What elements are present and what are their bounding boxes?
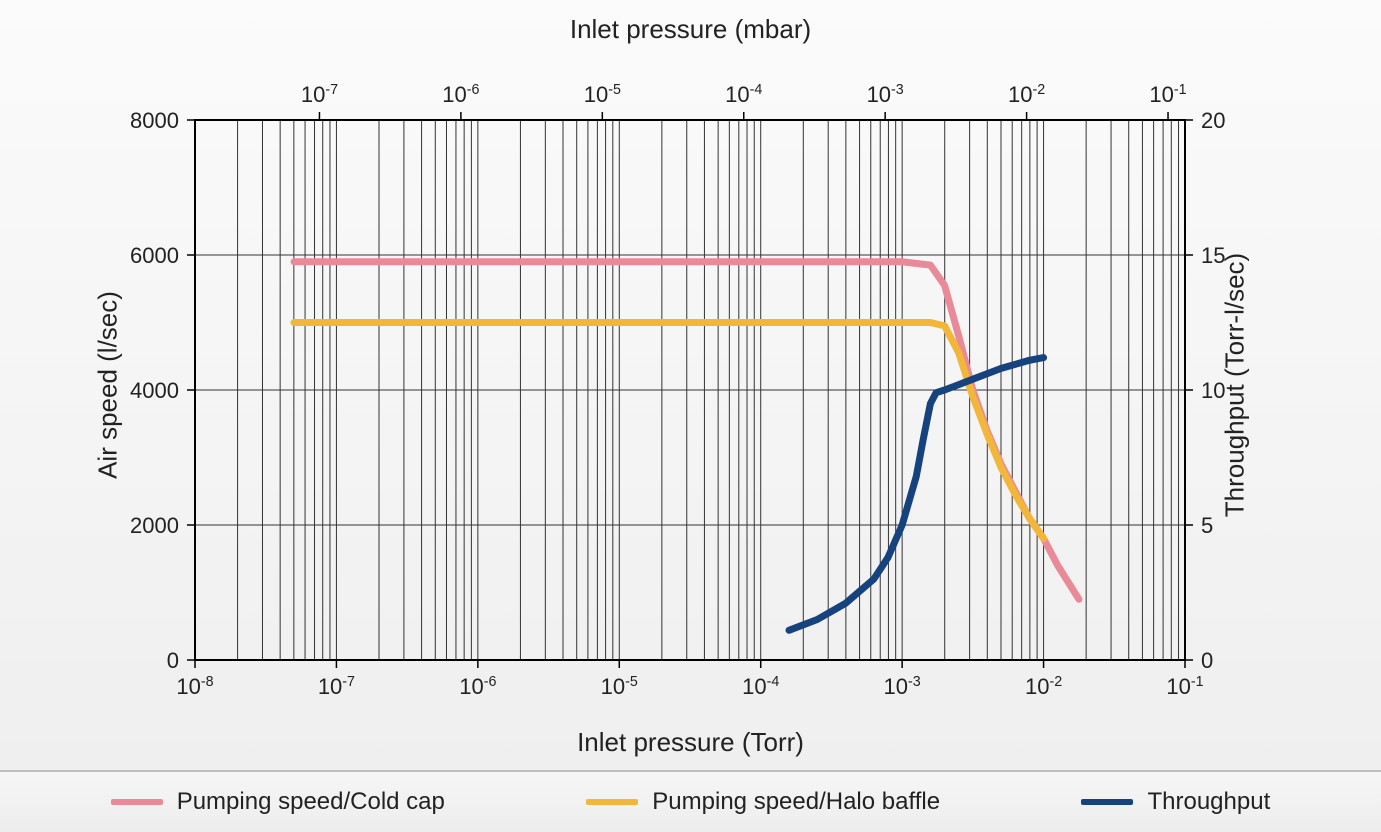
svg-text:10-7: 10-7 — [318, 674, 355, 699]
svg-text:20: 20 — [1201, 108, 1225, 133]
x-axis-top-title: Inlet pressure (mbar) — [0, 14, 1381, 45]
svg-text:10-2: 10-2 — [1008, 82, 1045, 107]
legend-label: Pumping speed/Halo baffle — [652, 788, 940, 816]
legend-item-cold-cap: Pumping speed/Cold cap — [111, 788, 445, 816]
svg-text:10-5: 10-5 — [584, 82, 621, 107]
svg-text:10-3: 10-3 — [867, 82, 904, 107]
svg-text:10-3: 10-3 — [884, 674, 921, 699]
svg-text:10-5: 10-5 — [601, 674, 638, 699]
svg-text:10-4: 10-4 — [725, 82, 762, 107]
svg-text:6000: 6000 — [130, 243, 179, 268]
svg-text:0: 0 — [1201, 648, 1213, 673]
svg-text:10-6: 10-6 — [459, 674, 496, 699]
x-axis-bottom-title: Inlet pressure (Torr) — [0, 727, 1381, 758]
legend-item-halo-baffle: Pumping speed/Halo baffle — [586, 788, 940, 816]
svg-text:10-6: 10-6 — [442, 82, 479, 107]
legend-swatch — [1081, 799, 1133, 805]
svg-text:10-4: 10-4 — [742, 674, 779, 699]
legend-bar: Pumping speed/Cold cap Pumping speed/Hal… — [0, 770, 1381, 832]
svg-text:0: 0 — [167, 648, 179, 673]
svg-text:10-1: 10-1 — [1149, 82, 1186, 107]
chart-container: Inlet pressure (mbar) Inlet pressure (To… — [0, 0, 1381, 770]
legend-label: Pumping speed/Cold cap — [177, 788, 445, 816]
svg-text:2000: 2000 — [130, 513, 179, 538]
svg-text:4000: 4000 — [130, 378, 179, 403]
legend-swatch — [111, 799, 163, 805]
legend-item-throughput: Throughput — [1081, 788, 1270, 816]
chart-svg: 10-8 10-7 10-6 10-5 10-4 10-3 10-2 10-1 10-7 10-6… — [0, 0, 1381, 770]
legend-label: Throughput — [1147, 788, 1270, 816]
y-axis-right-title: Throughput (Torr-l/sec) — [1219, 253, 1250, 517]
svg-text:10-8: 10-8 — [176, 674, 213, 699]
svg-text:10-7: 10-7 — [301, 82, 338, 107]
svg-text:10-1: 10-1 — [1166, 674, 1203, 699]
svg-text:10-2: 10-2 — [1025, 674, 1062, 699]
svg-text:8000: 8000 — [130, 108, 179, 133]
legend-swatch — [586, 799, 638, 805]
y-axis-left-title: Air speed (l/sec) — [92, 291, 123, 479]
svg-text:5: 5 — [1201, 513, 1213, 538]
